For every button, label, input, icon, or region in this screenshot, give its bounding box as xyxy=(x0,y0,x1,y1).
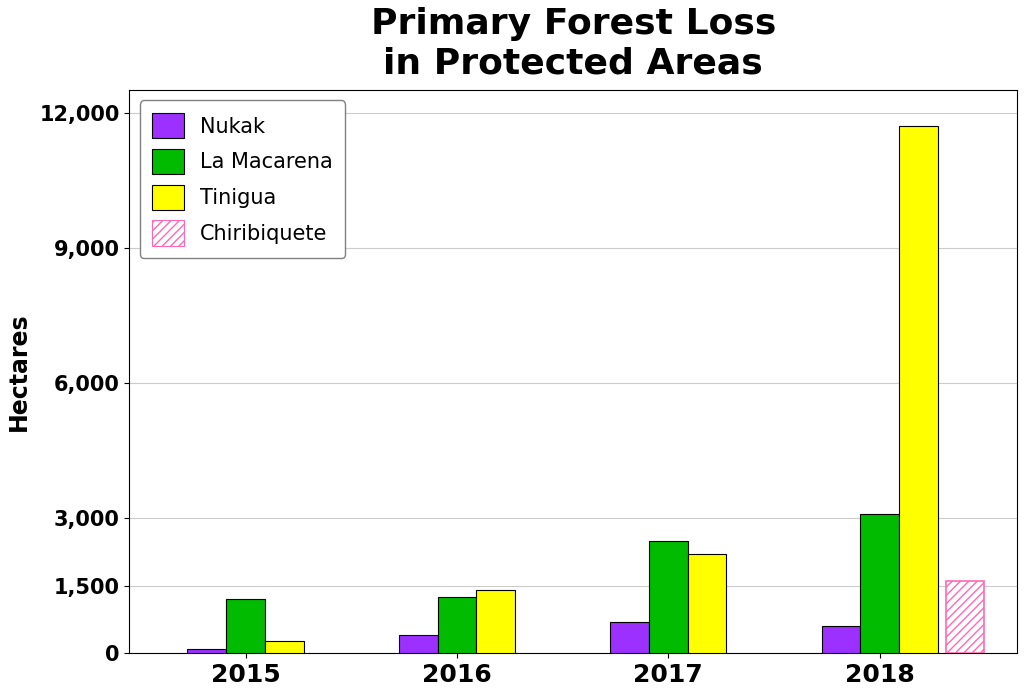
Bar xyxy=(437,597,476,653)
Bar xyxy=(399,635,437,653)
Bar xyxy=(649,541,688,653)
Bar xyxy=(945,582,984,653)
Bar xyxy=(688,555,726,653)
Bar xyxy=(265,641,304,653)
Bar xyxy=(899,126,938,653)
Legend: Nukak, La Macarena, Tinigua, Chiribiquete: Nukak, La Macarena, Tinigua, Chiribiquet… xyxy=(140,101,345,258)
Bar xyxy=(610,622,649,653)
Bar xyxy=(860,514,899,653)
Bar xyxy=(821,626,860,653)
Bar xyxy=(476,590,515,653)
Y-axis label: Hectares: Hectares xyxy=(7,312,31,431)
Bar xyxy=(187,649,226,653)
Bar xyxy=(226,599,265,653)
Title: Primary Forest Loss
in Protected Areas: Primary Forest Loss in Protected Areas xyxy=(371,7,776,81)
